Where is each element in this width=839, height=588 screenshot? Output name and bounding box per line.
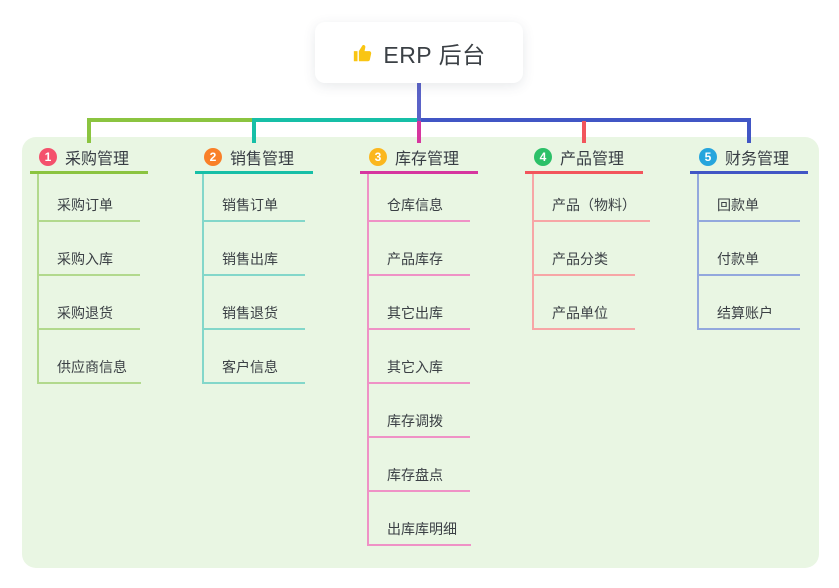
branch-number-badge: 1	[39, 147, 57, 166]
child-label[interactable]: 结算账户	[699, 303, 800, 330]
child-node[interactable]: 库存盘点	[369, 438, 471, 492]
branch-product: 4 产品管理 产品（物料） 产品分类 产品单位	[525, 147, 685, 330]
child-label[interactable]: 客户信息	[204, 357, 305, 384]
child-node[interactable]: 产品单位	[534, 276, 650, 330]
connector-bus-right	[417, 118, 751, 122]
branch-finance-children: 回款单 付款单 结算账户	[697, 174, 800, 330]
branch-finance: 5 财务管理 回款单 付款单 结算账户	[690, 147, 839, 330]
child-label[interactable]: 产品单位	[534, 303, 635, 330]
connector-bus-purchase	[87, 118, 254, 122]
connector-root-drop	[417, 83, 421, 121]
child-label[interactable]: 产品（物料）	[534, 195, 650, 222]
child-node[interactable]: 客户信息	[204, 330, 305, 384]
branch-purchase-header[interactable]: 1 采购管理	[30, 147, 148, 174]
branch-title: 财务管理	[725, 150, 790, 168]
child-label[interactable]: 库存盘点	[369, 465, 470, 492]
connector-drop-finance	[747, 118, 751, 143]
branch-product-children: 产品（物料） 产品分类 产品单位	[532, 174, 650, 330]
branch-title: 产品管理	[560, 150, 625, 168]
branch-title: 库存管理	[395, 150, 460, 168]
child-label[interactable]: 采购入库	[39, 249, 140, 276]
child-node[interactable]: 采购退货	[39, 276, 141, 330]
child-label[interactable]: 产品库存	[369, 249, 470, 276]
child-label[interactable]: 其它出库	[369, 303, 470, 330]
connector-bus-sales	[252, 118, 418, 122]
root-node[interactable]: ERP 后台	[315, 22, 523, 83]
child-node[interactable]: 销售出库	[204, 222, 305, 276]
child-node[interactable]: 结算账户	[699, 276, 800, 330]
branch-inventory-header[interactable]: 3 库存管理	[360, 147, 478, 174]
branch-number-badge: 2	[204, 147, 222, 166]
branch-number-badge: 4	[534, 147, 552, 166]
connector-drop-purchase	[87, 118, 91, 143]
child-label[interactable]: 销售订单	[204, 195, 305, 222]
branch-purchase: 1 采购管理 采购订单 采购入库 采购退货 供应商信息	[30, 147, 190, 384]
branch-sales-children: 销售订单 销售出库 销售退货 客户信息	[202, 174, 305, 384]
child-node[interactable]: 销售退货	[204, 276, 305, 330]
branch-inventory-children: 仓库信息 产品库存 其它出库 其它入库 库存调拨 库存盘点 出库库明细	[367, 174, 471, 546]
child-node[interactable]: 供应商信息	[39, 330, 141, 384]
child-label[interactable]: 其它入库	[369, 357, 470, 384]
branch-title: 销售管理	[230, 150, 295, 168]
child-node[interactable]: 仓库信息	[369, 174, 471, 222]
child-label[interactable]: 库存调拨	[369, 411, 470, 438]
branch-purchase-children: 采购订单 采购入库 采购退货 供应商信息	[37, 174, 141, 384]
child-label[interactable]: 仓库信息	[369, 195, 470, 222]
child-label[interactable]: 销售退货	[204, 303, 305, 330]
child-label[interactable]: 付款单	[699, 249, 800, 276]
child-label[interactable]: 回款单	[699, 195, 800, 222]
root-node-title: ERP 后台	[383, 41, 486, 68]
child-node[interactable]: 付款单	[699, 222, 800, 276]
connector-drop-product	[582, 121, 586, 143]
branch-sales: 2 销售管理 销售订单 销售出库 销售退货 客户信息	[195, 147, 355, 384]
branches-panel	[22, 137, 819, 568]
child-node[interactable]: 采购订单	[39, 174, 141, 222]
connector-drop-inventory	[417, 121, 421, 143]
child-label[interactable]: 产品分类	[534, 249, 635, 276]
branch-number-badge: 5	[699, 147, 717, 166]
branch-inventory: 3 库存管理 仓库信息 产品库存 其它出库 其它入库 库存调拨 库存盘点 出库库…	[360, 147, 520, 546]
child-node[interactable]: 销售订单	[204, 174, 305, 222]
connector-drop-sales	[252, 118, 256, 143]
child-node[interactable]: 采购入库	[39, 222, 141, 276]
branch-sales-header[interactable]: 2 销售管理	[195, 147, 313, 174]
child-node[interactable]: 其它入库	[369, 330, 471, 384]
child-node[interactable]: 库存调拨	[369, 384, 471, 438]
branch-finance-header[interactable]: 5 财务管理	[690, 147, 808, 174]
thumbs-up-icon	[352, 42, 374, 64]
child-label[interactable]: 采购退货	[39, 303, 140, 330]
branch-number-badge: 3	[369, 147, 387, 166]
branch-product-header[interactable]: 4 产品管理	[525, 147, 643, 174]
child-node[interactable]: 出库库明细	[369, 492, 471, 546]
child-label[interactable]: 供应商信息	[39, 357, 141, 384]
child-node[interactable]: 产品库存	[369, 222, 471, 276]
child-label[interactable]: 销售出库	[204, 249, 305, 276]
child-label[interactable]: 出库库明细	[369, 519, 471, 546]
child-node[interactable]: 产品（物料）	[534, 174, 650, 222]
child-node[interactable]: 产品分类	[534, 222, 650, 276]
child-label[interactable]: 采购订单	[39, 195, 140, 222]
branch-title: 采购管理	[65, 150, 130, 168]
child-node[interactable]: 其它出库	[369, 276, 471, 330]
child-node[interactable]: 回款单	[699, 174, 800, 222]
